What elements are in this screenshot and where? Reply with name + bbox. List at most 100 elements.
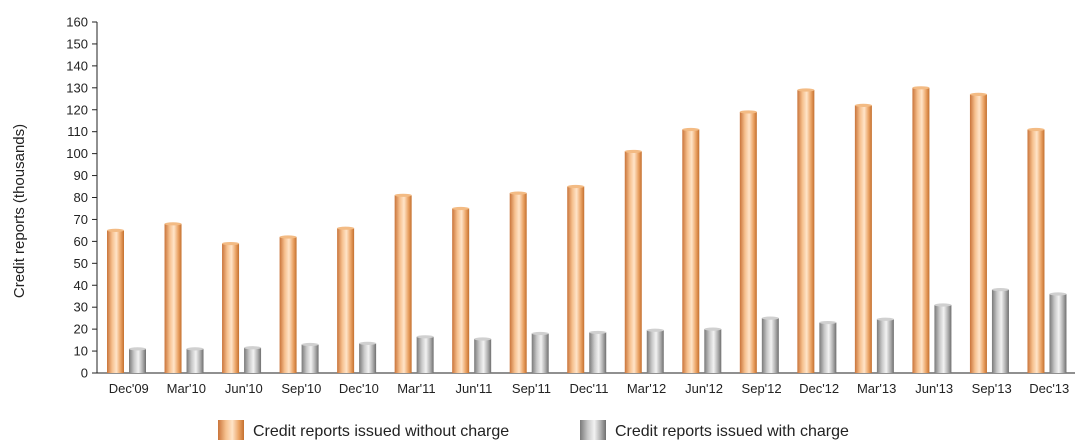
x-tick-label: Mar'12 [627, 381, 666, 396]
bar-with-charge-cap [129, 347, 146, 351]
bar-with-charge-cap [359, 341, 377, 345]
x-tick-label: Mar'13 [857, 381, 896, 396]
bar-without-charge-cap [452, 206, 470, 211]
bar-without-charge-body [567, 186, 585, 373]
bar-with-charge-body [646, 330, 664, 373]
bar-without-charge-body [279, 236, 297, 373]
bar-without-charge-cap [107, 228, 124, 233]
bar-without-charge [969, 92, 987, 374]
x-tick-label: Sep'12 [742, 381, 782, 396]
bar-without-charge [624, 149, 642, 373]
legend-swatch-without-charge [218, 420, 244, 440]
bar-without-charge-cap [394, 193, 412, 197]
bar-with-charge-cap [186, 347, 204, 351]
bar-without-charge [567, 184, 585, 373]
bar-with-charge-cap [589, 330, 607, 335]
legend-item-without-charge: Credit reports issued without charge [218, 420, 509, 440]
bar-without-charge [797, 88, 815, 373]
bar-with-charge-body [244, 347, 262, 373]
bar-without-charge-cap [509, 191, 527, 195]
bar-with-charge-body [531, 333, 549, 373]
bar-with-charge-cap [1049, 292, 1067, 296]
bar-without-charge-body [797, 90, 815, 373]
y-tick-label: 10 [74, 344, 88, 359]
bar-with-charge [186, 347, 204, 373]
bar-with-charge [301, 342, 319, 373]
bar-with-charge [1049, 292, 1067, 373]
bar-with-charge-body [876, 319, 894, 373]
y-tick-label: 90 [74, 168, 88, 183]
bar-without-charge-cap [337, 226, 355, 230]
x-tick-label: Sep'10 [281, 381, 321, 396]
bar-without-charge [279, 235, 297, 373]
bar-with-charge [416, 335, 434, 373]
bar-with-charge [129, 347, 146, 373]
bar-without-charge [107, 228, 124, 373]
y-tick-label: 60 [74, 234, 88, 249]
legend-label-with-charge: Credit reports issued with charge [615, 423, 849, 440]
bar-without-charge-cap [739, 110, 757, 114]
bar-without-charge-body [509, 193, 527, 373]
bar-with-charge [474, 337, 492, 373]
bar-with-charge-body [186, 348, 204, 373]
bar-with-charge [244, 346, 262, 373]
bar-with-charge-body [991, 289, 1009, 373]
x-tick-label: Dec'09 [109, 381, 149, 396]
bar-with-charge-cap [244, 346, 262, 350]
y-tick-label: 110 [67, 124, 88, 139]
bar-with-charge-body [129, 348, 146, 373]
bar-without-charge [394, 193, 412, 373]
x-tick-label: Mar'10 [167, 381, 206, 396]
bar-with-charge [531, 331, 549, 373]
bar-with-charge [761, 316, 779, 373]
bar-without-charge-cap [797, 88, 815, 92]
y-tick-label: 120 [66, 102, 88, 117]
bars [107, 86, 1067, 374]
bar-without-charge [682, 127, 700, 373]
bar-without-charge-body [969, 94, 987, 374]
y-tick-label: 80 [74, 190, 88, 205]
legend-label-without-charge: Credit reports issued without charge [253, 423, 509, 440]
y-tick-label: 70 [74, 212, 88, 227]
x-axis: Dec'09 Mar'10 Jun'10 Sep'10 Dec'10 Mar'11 Jun'… [97, 372, 1075, 396]
bar-without-charge [452, 206, 470, 373]
y-axis: 0 10 20 30 40 50 60 70 80 90 100 110 120 130 140 150 160 [66, 15, 98, 381]
bar-with-charge [991, 288, 1009, 373]
bar-without-charge-body [107, 230, 124, 373]
bar-without-charge-cap [912, 86, 930, 90]
bar-with-charge-body [359, 343, 377, 373]
x-tick-label: Jun'10 [225, 381, 263, 396]
bar-without-charge-body [739, 111, 757, 373]
bar-with-charge-body [474, 338, 492, 373]
bar-with-charge-cap [934, 303, 952, 307]
bar-without-charge-cap [279, 235, 297, 239]
bar-without-charge-body [164, 223, 182, 373]
x-tick-label: Jun'13 [915, 381, 953, 396]
bar-without-charge-cap [969, 92, 987, 96]
bar-with-charge-body [934, 304, 952, 373]
bar-with-charge [934, 303, 952, 373]
bar-without-charge-body [337, 228, 355, 373]
y-tick-label: 160 [66, 15, 88, 30]
bar-with-charge-cap [531, 331, 549, 336]
bar-with-charge-body [1049, 294, 1067, 373]
bar-without-charge [509, 191, 527, 373]
y-axis-title: Credit reports (thousands) [11, 124, 28, 298]
legend-swatch-with-charge [580, 420, 606, 440]
bar-with-charge [589, 330, 607, 373]
bar-without-charge-cap [624, 149, 642, 154]
bar-with-charge-body [761, 318, 779, 373]
x-tick-label: Mar'11 [397, 381, 435, 396]
bar-without-charge-body [682, 129, 700, 373]
bar-without-charge [1027, 127, 1045, 373]
bar-without-charge-cap [1027, 127, 1045, 132]
y-tick-label: 50 [74, 256, 88, 271]
bar-with-charge-cap [474, 337, 492, 341]
x-tick-label: Dec'10 [339, 381, 379, 396]
x-tick-label: Sep'13 [972, 381, 1012, 396]
bar-with-charge-body [589, 332, 607, 373]
bar-with-charge-cap [876, 317, 894, 321]
x-tick-label: Dec'11 [569, 381, 608, 396]
bar-with-charge-cap [301, 342, 319, 347]
